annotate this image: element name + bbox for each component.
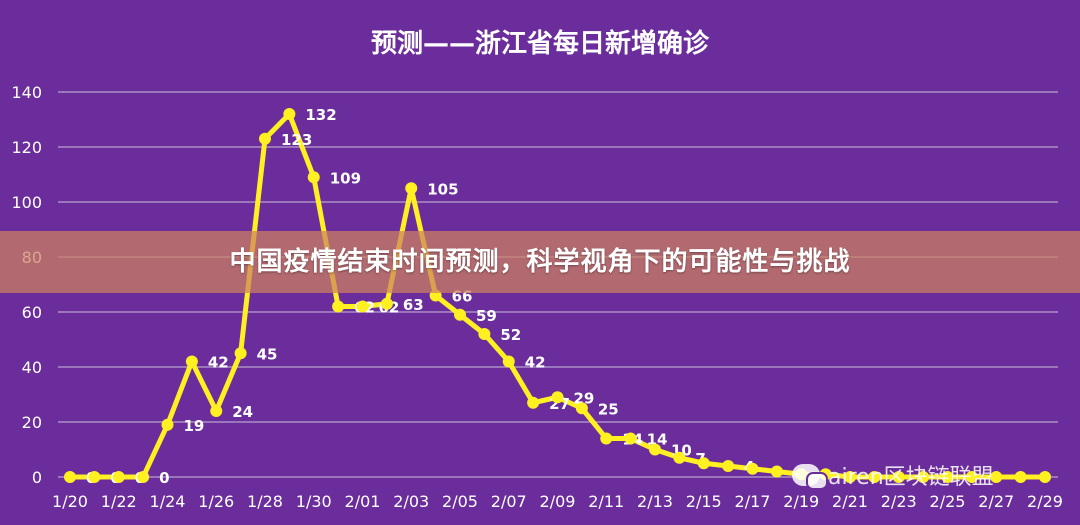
x-tick-label: 2/19 bbox=[783, 492, 819, 511]
wechat-icon bbox=[792, 464, 828, 490]
data-label: 24 bbox=[232, 403, 253, 421]
data-point bbox=[185, 355, 198, 368]
data-point bbox=[624, 432, 637, 445]
data-point bbox=[844, 471, 856, 483]
chart-title: 预测——浙江省每日新增确诊 bbox=[371, 28, 710, 59]
x-tick-label: 2/23 bbox=[881, 492, 917, 511]
x-tick-label: 2/05 bbox=[442, 492, 478, 511]
data-point bbox=[210, 405, 223, 417]
data-point bbox=[1039, 471, 1051, 483]
data-label: 109 bbox=[330, 169, 361, 187]
x-tick-label: 2/17 bbox=[735, 492, 771, 511]
banner-text: 中国疫情结束时间预测，科学视角下的可能性与挑战 bbox=[229, 247, 851, 277]
x-tick-label: 1/28 bbox=[247, 492, 283, 511]
y-tick-label: 100 bbox=[11, 193, 42, 212]
data-point bbox=[283, 108, 296, 120]
x-tick-label: 2/25 bbox=[930, 492, 966, 511]
data-label: 63 bbox=[403, 296, 424, 314]
data-point bbox=[965, 471, 978, 483]
data-point bbox=[259, 132, 271, 145]
data-point bbox=[380, 297, 393, 310]
x-tick-label: 2/15 bbox=[686, 492, 722, 511]
data-label: 0 bbox=[159, 469, 169, 487]
data-label: 19 bbox=[184, 417, 205, 435]
y-tick-label: 40 bbox=[22, 358, 42, 377]
data-point bbox=[673, 451, 686, 464]
x-tick-label: 1/26 bbox=[198, 492, 234, 511]
data-point bbox=[990, 471, 1003, 483]
x-tick-label: 2/11 bbox=[588, 492, 624, 511]
y-tick-label: 140 bbox=[11, 83, 42, 102]
x-tick-label: 1/20 bbox=[52, 492, 88, 511]
data-point bbox=[478, 328, 491, 340]
data-point bbox=[137, 471, 150, 483]
data-label: 105 bbox=[427, 180, 458, 198]
data-label: 14 bbox=[647, 431, 668, 449]
data-point bbox=[941, 471, 954, 483]
x-tick-label: 2/13 bbox=[637, 492, 673, 511]
x-tick-label: 2/03 bbox=[393, 492, 429, 511]
watermark-text: airen区块链联盟 bbox=[828, 465, 994, 490]
x-tick-label: 2/29 bbox=[1027, 492, 1063, 511]
data-point bbox=[332, 300, 345, 313]
data-point bbox=[575, 402, 588, 415]
data-label: 42 bbox=[525, 354, 546, 372]
x-tick-label: 2/21 bbox=[832, 492, 868, 511]
data-point bbox=[307, 171, 320, 184]
data-label: 123 bbox=[281, 131, 312, 149]
data-point bbox=[770, 465, 783, 478]
data-label: 25 bbox=[598, 400, 619, 418]
x-tick-label: 2/07 bbox=[491, 492, 527, 511]
data-point bbox=[551, 391, 564, 404]
data-point bbox=[88, 471, 101, 483]
data-point bbox=[746, 462, 759, 475]
data-label: 59 bbox=[476, 307, 497, 325]
data-point bbox=[234, 347, 247, 360]
data-point bbox=[697, 457, 710, 470]
data-point bbox=[454, 308, 466, 321]
x-tick-label: 1/24 bbox=[150, 492, 186, 511]
data-point bbox=[1014, 471, 1027, 483]
y-tick-label: 20 bbox=[22, 413, 42, 432]
data-point bbox=[892, 471, 905, 483]
data-point bbox=[868, 471, 881, 483]
data-point bbox=[502, 355, 515, 368]
watermark: airen区块链联盟 bbox=[792, 460, 994, 490]
data-point bbox=[917, 471, 930, 483]
x-tick-label: 1/22 bbox=[101, 492, 137, 511]
data-point bbox=[649, 443, 661, 456]
data-point bbox=[112, 471, 125, 483]
data-label: 52 bbox=[500, 326, 521, 344]
data-point bbox=[405, 182, 418, 195]
x-tick-label: 2/01 bbox=[345, 492, 381, 511]
data-label: 45 bbox=[257, 345, 278, 363]
data-label: 42 bbox=[208, 354, 229, 372]
x-tick-label: 1/30 bbox=[296, 492, 332, 511]
data-point bbox=[356, 300, 369, 313]
x-tick-label: 2/09 bbox=[540, 492, 576, 511]
data-point bbox=[600, 432, 613, 445]
data-point bbox=[722, 460, 735, 472]
data-point bbox=[64, 471, 76, 483]
y-tick-label: 0 bbox=[32, 468, 42, 487]
data-point bbox=[527, 396, 540, 409]
data-label: 29 bbox=[574, 389, 595, 407]
y-tick-label: 60 bbox=[22, 303, 42, 322]
data-label: 132 bbox=[305, 106, 336, 124]
title-banner bbox=[0, 231, 1080, 293]
data-point bbox=[161, 418, 174, 431]
y-tick-label: 120 bbox=[11, 138, 42, 157]
x-tick-label: 2/27 bbox=[978, 492, 1014, 511]
